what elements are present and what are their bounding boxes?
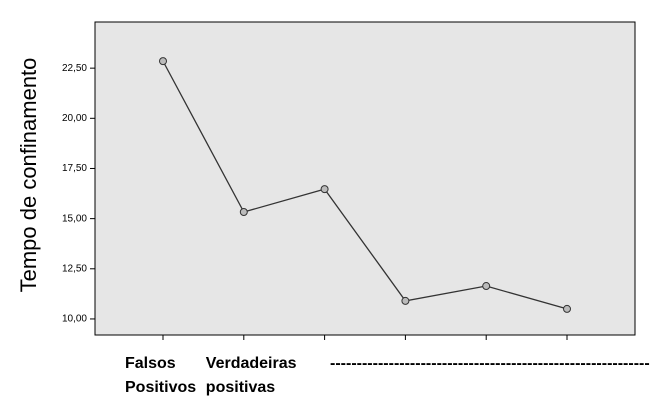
marker (401, 296, 410, 305)
y-tick-label: 12,50 (62, 263, 87, 274)
marker (482, 282, 491, 291)
annotation: ----------------------------------------… (330, 355, 650, 372)
marker (563, 304, 571, 313)
plot-area (94, 21, 636, 336)
x-tick-label: Verdadeiras positivas (206, 355, 297, 396)
marker (320, 185, 329, 194)
y-axis-label: Tempo de confinamento (16, 58, 41, 293)
y-tick-label: 20,00 (62, 113, 87, 124)
y-tick-label: 10,00 (62, 314, 87, 325)
y-tick-label: 15,00 (62, 213, 87, 224)
line (162, 60, 568, 310)
marker (239, 208, 248, 217)
marker (159, 57, 167, 66)
y-tick-label: 17,50 (62, 163, 87, 174)
y-tick-label: 22,50 (62, 63, 87, 74)
x-tick-label: Falsos Positivos (125, 355, 196, 396)
